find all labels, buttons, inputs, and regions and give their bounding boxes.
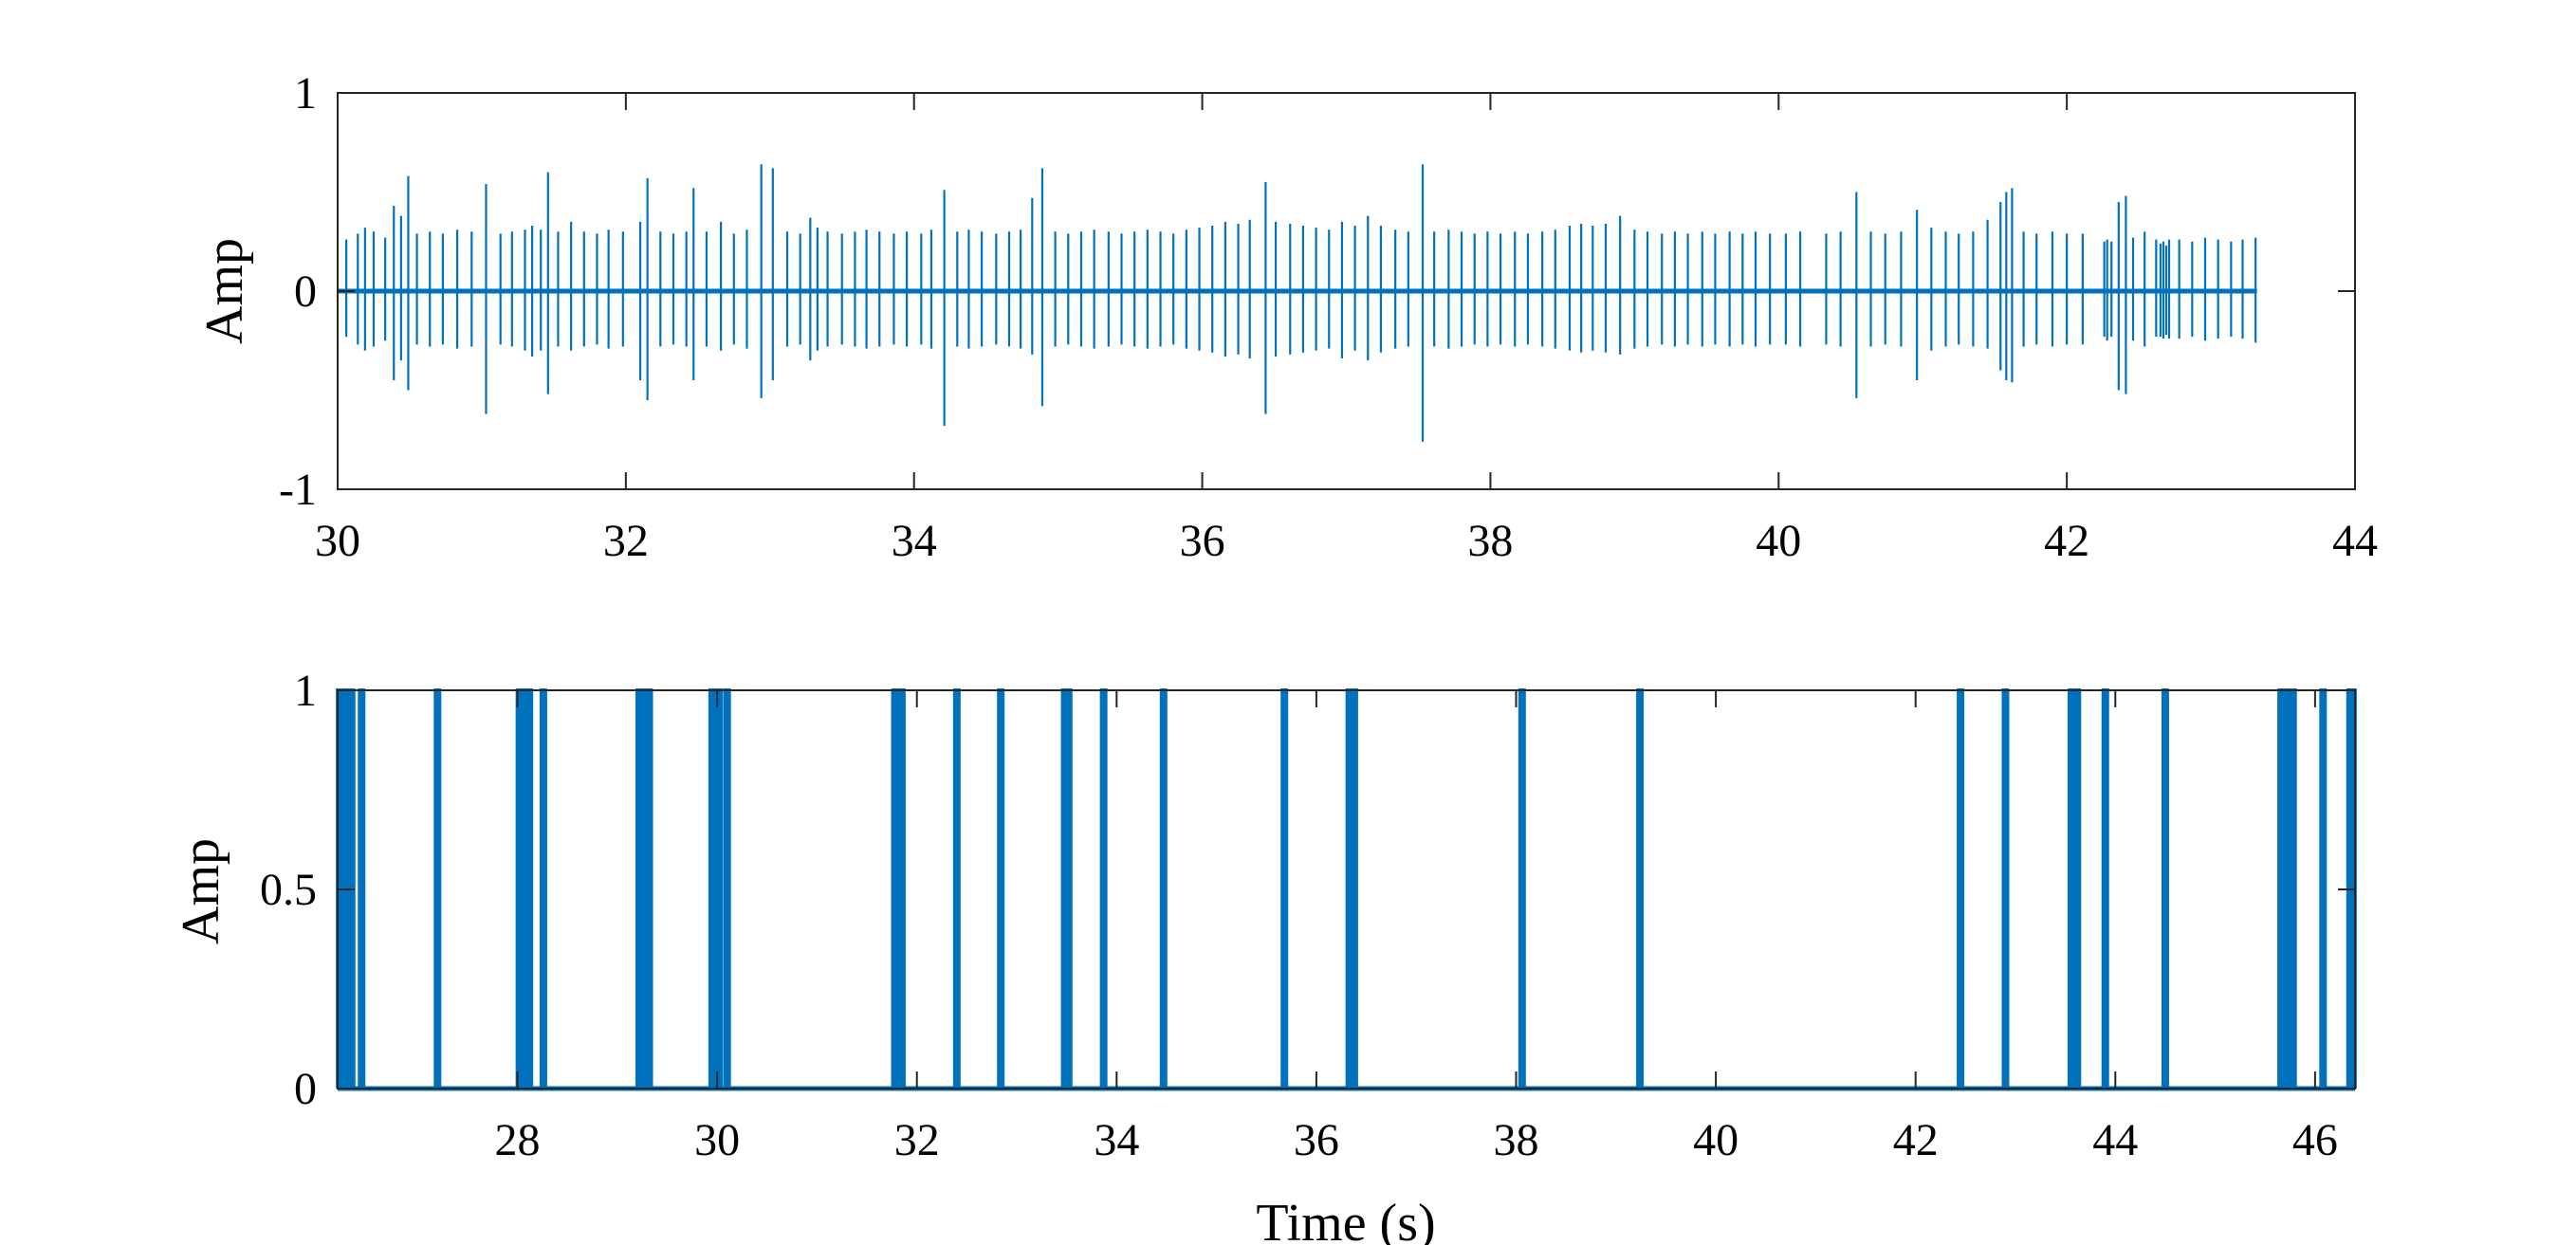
pulse [2067, 688, 2075, 1089]
bottom-x-tick-label: 46 [2292, 1115, 2338, 1165]
top-x-tick-label: 40 [1756, 516, 1801, 566]
top-y-tick-labels: -1 0 1 [279, 68, 317, 515]
top-x-tick-label: 32 [603, 516, 649, 566]
pulse [723, 688, 731, 1089]
bottom-panel: 28 30 32 34 36 38 40 42 44 46 00.51 Amp Time (s) [172, 666, 2357, 1245]
top-x-tick-label: 44 [2332, 516, 2378, 566]
bottom-y-tick-label: 1 [294, 666, 317, 716]
bottom-x-tick-label: 34 [1094, 1115, 1139, 1165]
top-panel: 30 32 34 36 38 40 42 44 -1 0 1 Amp [195, 68, 2378, 566]
pulse [1518, 688, 1526, 1089]
top-y-axis-label: Amp [195, 238, 254, 344]
bottom-y-tick-label: 0 [294, 1064, 317, 1114]
pulse [2161, 688, 2169, 1089]
bottom-x-tick-labels: 28 30 32 34 36 38 40 42 44 46 [495, 1115, 2338, 1165]
pulse [1099, 688, 1108, 1089]
top-y-tick-label: 1 [294, 68, 317, 119]
top-y-tick-label: 0 [294, 266, 317, 317]
bottom-x-tick-label: 42 [1893, 1115, 1939, 1165]
pulse [2289, 688, 2297, 1089]
top-x-tick-label: 42 [2044, 516, 2089, 566]
pulse [1280, 688, 1289, 1089]
top-y-tick-label: -1 [279, 465, 317, 515]
pulse [2319, 688, 2328, 1089]
bottom-x-tick-label: 44 [2092, 1115, 2138, 1165]
bottom-y-tick-label: 0.5 [260, 865, 317, 915]
bottom-y-tick-labels: 00.51 [260, 666, 317, 1114]
top-x-tick-label: 34 [892, 516, 937, 566]
bottom-axes-frame [337, 689, 2356, 1089]
top-axes-frame [337, 92, 2356, 490]
bottom-x-axis-label: Time (s) [1256, 1194, 1435, 1245]
pulse [997, 688, 1005, 1089]
pulse [1350, 688, 1358, 1089]
top-x-tick-label: 30 [315, 516, 360, 566]
pulse [952, 688, 961, 1089]
pulse [891, 688, 899, 1089]
bottom-x-tick-label: 36 [1294, 1115, 1339, 1165]
pulse [1957, 688, 1965, 1089]
pulse [708, 688, 716, 1089]
pulse [715, 688, 724, 1089]
pulse [2001, 688, 2010, 1089]
pulse [358, 688, 366, 1089]
bottom-y-axis-label: Amp [172, 838, 230, 944]
pulse [433, 688, 442, 1089]
top-x-tick-label: 36 [1180, 516, 1225, 566]
pulse [1159, 688, 1168, 1089]
bottom-x-tick-label: 30 [694, 1115, 740, 1165]
bottom-x-tick-label: 38 [1494, 1115, 1539, 1165]
pulse [519, 688, 527, 1089]
top-x-tick-label: 38 [1467, 516, 1513, 566]
pulse [897, 688, 906, 1089]
bottom-x-tick-label: 40 [1693, 1115, 1739, 1165]
pulse [1636, 688, 1645, 1089]
pulse [1064, 688, 1073, 1089]
bottom-x-tick-label: 32 [894, 1115, 940, 1165]
pulse [539, 688, 547, 1089]
pulse [2101, 688, 2109, 1089]
pulse [525, 688, 534, 1089]
top-x-tick-labels: 30 32 34 36 38 40 42 44 [315, 516, 2378, 566]
pulse [645, 688, 653, 1089]
bottom-x-tick-label: 28 [495, 1115, 541, 1165]
pulse [2073, 688, 2082, 1089]
